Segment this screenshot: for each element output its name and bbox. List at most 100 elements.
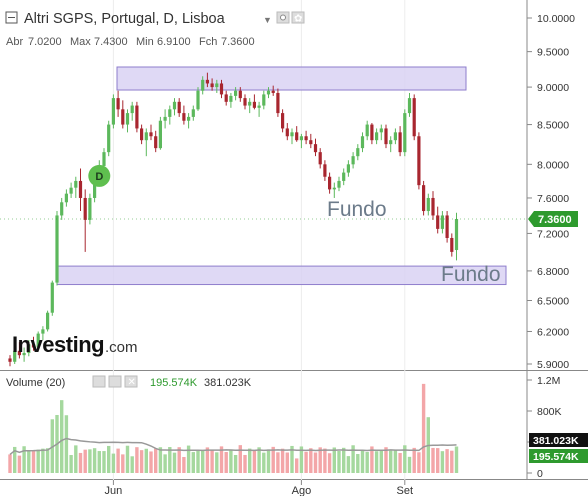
volume-bar: [379, 450, 383, 473]
candle-body: [205, 79, 209, 84]
volume-bar: [121, 454, 125, 473]
marker-d-text: D: [95, 171, 103, 183]
volume-bar: [393, 450, 398, 473]
volume-tick-label: 1.2M: [537, 375, 560, 387]
candle-body: [219, 83, 224, 95]
ohlc-low-value: 6.9100: [157, 36, 191, 48]
candle-body: [27, 344, 31, 353]
candle-body: [130, 105, 134, 114]
candle-body: [370, 124, 374, 141]
volume-bar: [365, 451, 369, 473]
candle-body: [88, 197, 92, 220]
volume-bar: [186, 445, 191, 473]
chart-header: Altri SGPS, Portugal, D, Lisboa ▼ ✿ Abr …: [5, 11, 305, 48]
volume-bar: [323, 448, 327, 473]
price-tick-label: 6.5000: [537, 295, 569, 307]
candle-body: [360, 136, 365, 149]
volume-bar: [370, 446, 374, 473]
volume-bar: [125, 445, 130, 473]
candle-body: [431, 197, 435, 216]
candle-body: [187, 116, 191, 121]
volume-bar: [196, 450, 200, 473]
candle-body: [318, 152, 322, 165]
volume-bar: [445, 449, 449, 473]
candle-body: [351, 156, 355, 165]
price-badge-shape: [528, 211, 578, 228]
volume-bar: [299, 446, 304, 473]
price-tick-label: 5.9000: [537, 359, 569, 371]
volume-bar: [431, 447, 435, 473]
volume-bar: [149, 451, 153, 473]
time-axis: JunAgoSetNov: [105, 480, 413, 496]
candle-body: [116, 98, 120, 110]
candle-body: [450, 237, 454, 252]
volume-close-glyph: ✕: [128, 377, 136, 388]
volume-bar: [327, 453, 332, 473]
support-zone: [116, 66, 467, 91]
volume-bar: [290, 445, 294, 473]
candle-body: [64, 193, 68, 203]
candle-body: [22, 352, 26, 356]
candle-body: [281, 113, 285, 129]
volume-bar: [182, 456, 186, 473]
volume-gear-icon[interactable]: [108, 375, 122, 388]
candle-body: [50, 282, 54, 313]
candle-body: [436, 215, 440, 229]
candle-body: [328, 176, 332, 190]
volume-bar: [233, 454, 238, 473]
volume-bar: [97, 451, 101, 473]
ohlc-open-label: Abr: [6, 36, 23, 48]
candle-body: [111, 98, 115, 125]
watermark-brand: Investing: [12, 332, 104, 357]
volume-bar: [215, 452, 219, 473]
volume-bar: [271, 446, 275, 473]
volume-bar: [440, 451, 445, 473]
volume-bar: [177, 447, 181, 473]
volume-eye-icon[interactable]: [92, 375, 106, 388]
volume-bar: [398, 452, 402, 473]
candle-body: [17, 350, 21, 356]
dropdown-arrow-icon[interactable]: ▼: [263, 15, 272, 25]
candle-body: [201, 79, 205, 91]
candle-body: [234, 90, 238, 96]
price-axis: 5.9000 6.2000 6.5000 6.8000 7.2000 7.6000 8.00…: [527, 13, 575, 371]
volume-bar: [407, 456, 412, 473]
price-tick-label: 9.0000: [537, 82, 569, 94]
ohlc-high-label: Max: [70, 36, 91, 48]
volume-bar: [88, 449, 92, 473]
volume-close-icon[interactable]: [124, 375, 138, 388]
candle-body: [210, 83, 214, 88]
candle-body: [144, 132, 148, 141]
candle-body: [398, 132, 402, 153]
candle-body: [135, 105, 139, 129]
volume-bar: [248, 448, 252, 473]
candle-body: [375, 132, 379, 141]
price-badge-text: 7.3600: [538, 214, 572, 226]
price-pane[interactable]: [0, 0, 527, 370]
candle-body: [177, 101, 181, 114]
volume-bar: [436, 448, 440, 473]
candle-body: [154, 136, 158, 149]
volume-bar: [243, 454, 247, 473]
volume-bar: [168, 447, 172, 473]
marker-d-circle: [88, 164, 111, 187]
volume-bar: [163, 454, 167, 473]
gear-icon[interactable]: [291, 11, 305, 24]
candle-body: [426, 197, 430, 212]
price-tick-label: 9.5000: [537, 47, 569, 59]
volume-bar: [69, 455, 73, 473]
marker-d[interactable]: D: [88, 164, 111, 187]
candle-body: [445, 215, 449, 238]
candle-body: [262, 94, 266, 106]
candle-body: [107, 124, 111, 153]
volume-bar: [417, 452, 421, 473]
volume-bar: [27, 450, 31, 473]
volume-bar: [60, 400, 64, 473]
lower-fundo-label: Fundo: [441, 263, 501, 286]
volume-bar: [201, 450, 205, 473]
price-tick-label: 7.2000: [537, 228, 569, 240]
volume-ma-badge-text: 381.023K: [533, 435, 579, 447]
volume-bar: [107, 445, 111, 473]
volume-bar: [22, 446, 26, 473]
